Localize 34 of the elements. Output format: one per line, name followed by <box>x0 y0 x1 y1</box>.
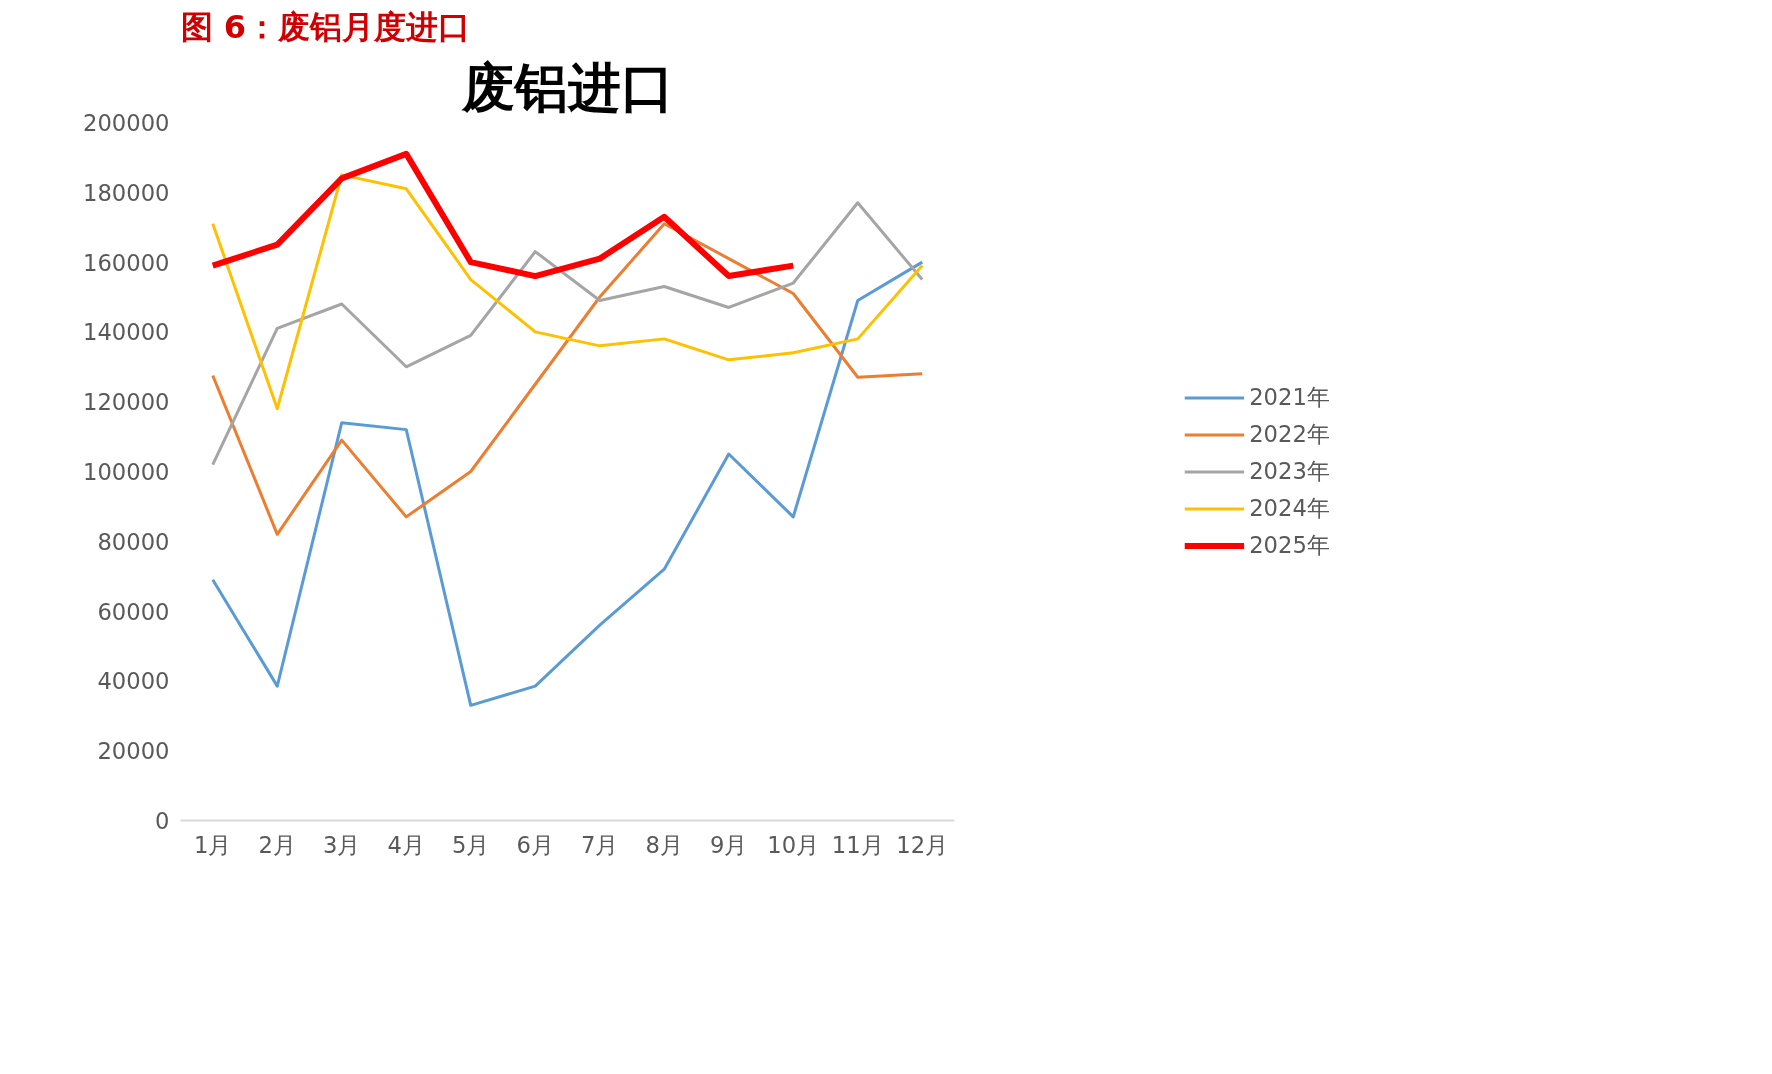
legend-label: 2023年 <box>1249 456 1330 486</box>
y-tick-label: 120000 <box>83 389 170 416</box>
y-tick-label: 100000 <box>83 459 170 485</box>
line-series <box>211 260 924 707</box>
x-tick-label: 4月 <box>387 831 425 858</box>
legend-label: 2022年 <box>1249 419 1330 449</box>
y-tick-label: 40000 <box>97 668 170 695</box>
y-tick-label: 60000 <box>97 598 170 625</box>
x-tick-label: 11月 <box>831 831 884 858</box>
x-tick-label: 9月 <box>710 831 748 858</box>
y-tick-label: 180000 <box>83 179 170 206</box>
y-tick-label: 80000 <box>97 528 170 555</box>
y-tick-label: 160000 <box>83 249 170 276</box>
legend-label: 2024年 <box>1249 493 1330 523</box>
x-tick-label: 1月 <box>194 831 232 858</box>
y-tick-label: 20000 <box>97 738 170 765</box>
line-series <box>211 201 924 467</box>
x-tick-label: 8月 <box>645 831 683 858</box>
line-series <box>211 173 924 411</box>
y-tick-label: 0 <box>155 808 170 834</box>
x-tick-label: 3月 <box>323 831 361 858</box>
x-tick-label: 10月 <box>767 831 820 858</box>
x-tick-label: 7月 <box>581 831 619 858</box>
y-tick-label: 140000 <box>83 319 170 346</box>
x-tick-label: 6月 <box>516 831 554 858</box>
x-tick-label: 2月 <box>258 831 296 858</box>
line-series <box>211 222 924 536</box>
x-tick-label: 5月 <box>452 831 490 858</box>
y-tick-label: 200000 <box>83 110 170 136</box>
x-tick-label: 12月 <box>896 831 949 858</box>
chart-title: 图 6：废铝月度进口 <box>180 7 470 46</box>
chart-subtitle: 废铝进口 <box>460 57 674 118</box>
legend-label: 2021年 <box>1249 382 1330 412</box>
legend-label: 2025年 <box>1249 530 1330 560</box>
